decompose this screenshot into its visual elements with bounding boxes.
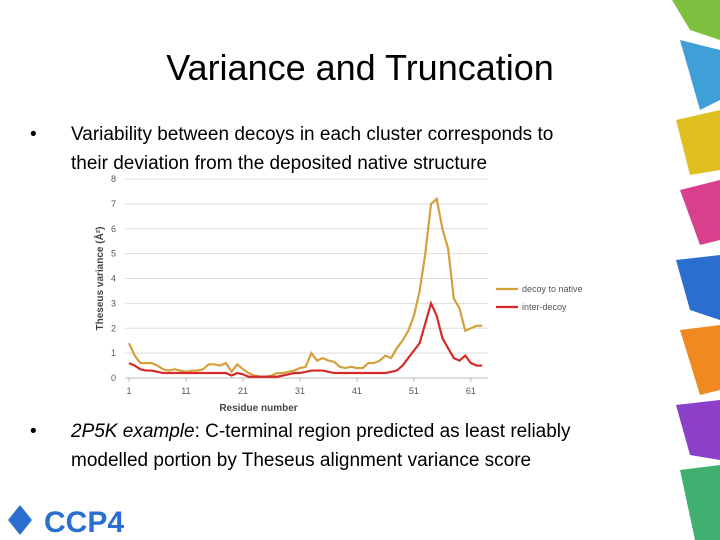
x-tick-label: 11 bbox=[181, 386, 190, 396]
x-tick-label: 1 bbox=[126, 386, 131, 396]
bullet-line: Variability between decoys in each clust… bbox=[71, 124, 553, 145]
series-line bbox=[128, 300, 483, 378]
y-tick-label: 6 bbox=[111, 224, 116, 234]
bullets: • Variability between decoys in each clus… bbox=[30, 124, 571, 471]
y-axis-title: Theseus variance (Å²) bbox=[93, 227, 106, 331]
x-tick-label: 61 bbox=[466, 386, 476, 396]
legend-label: decoy to native bbox=[522, 284, 583, 294]
bullet-text: : C-terminal region predicted as least r… bbox=[195, 421, 571, 442]
legend-label: inter-decoy bbox=[522, 302, 567, 312]
x-axis-title: Residue number bbox=[219, 403, 297, 414]
y-tick-label: 7 bbox=[111, 199, 116, 209]
y-tick-label: 8 bbox=[111, 174, 116, 184]
series-line bbox=[127, 196, 483, 378]
y-tick-label: 4 bbox=[111, 274, 116, 284]
bullet-line: modelled portion by Theseus alignment va… bbox=[71, 450, 531, 471]
bullet-line: their deviation from the deposited nativ… bbox=[71, 153, 487, 174]
x-tick-label: 51 bbox=[409, 386, 419, 396]
y-tick-label: 0 bbox=[111, 373, 116, 383]
logo: CCP4 bbox=[44, 506, 124, 539]
y-tick-label: 1 bbox=[111, 348, 116, 358]
y-tick-label: 2 bbox=[111, 323, 116, 333]
y-tick-label: 5 bbox=[111, 249, 116, 259]
bullet-dot: • bbox=[30, 421, 37, 442]
x-tick-label: 31 bbox=[295, 386, 305, 396]
bullet-line: 2P5K example: C-terminal region predicte… bbox=[70, 421, 571, 442]
decoration bbox=[8, 0, 720, 540]
slide-title: Variance and Truncation bbox=[166, 47, 554, 88]
emphasis: 2P5K example bbox=[70, 421, 195, 442]
x-tick-label: 41 bbox=[352, 386, 362, 396]
x-tick-label: 21 bbox=[238, 386, 248, 396]
y-tick-label: 3 bbox=[111, 298, 116, 308]
bullet-dot: • bbox=[30, 124, 37, 145]
